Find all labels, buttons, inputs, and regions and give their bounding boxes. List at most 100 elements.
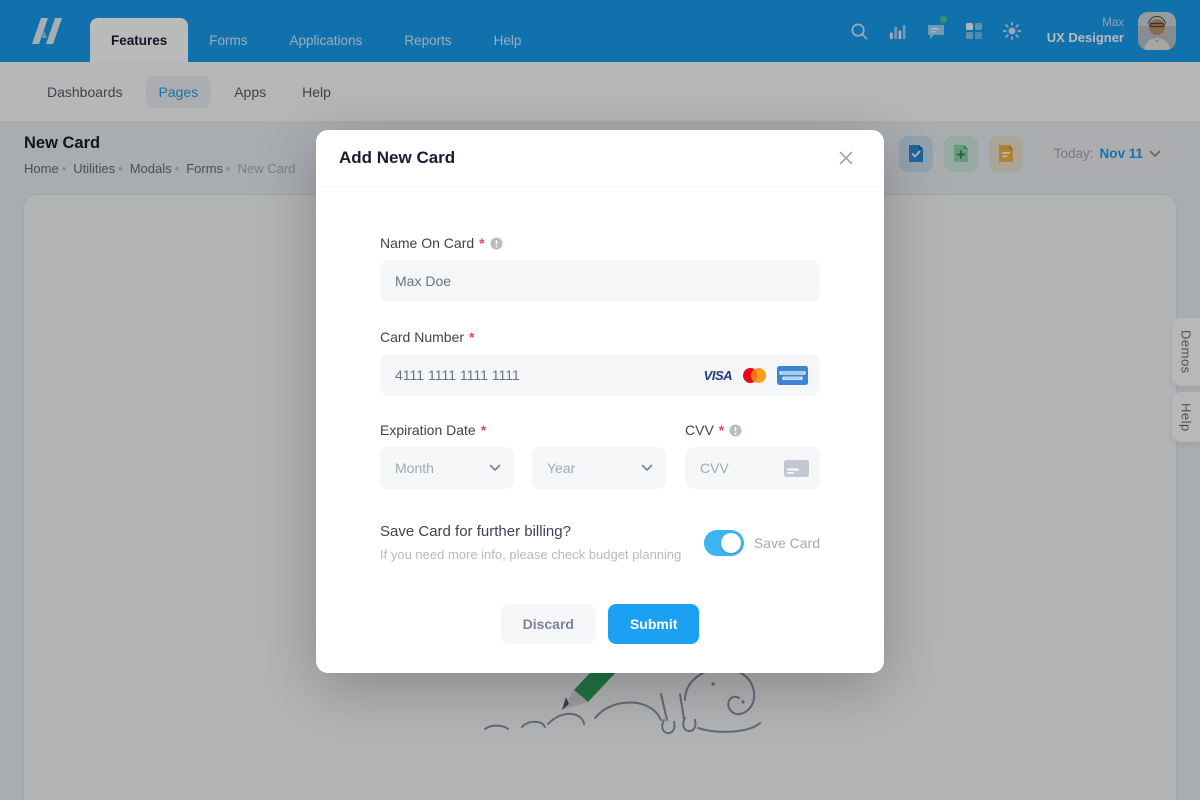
required-asterisk: * (718, 422, 725, 438)
today-label: Today: (1053, 146, 1094, 161)
cvv-label: CVV * (685, 422, 820, 438)
save-card-toggle-label: Save Card (753, 534, 820, 551)
topbar-actions: Max UX Designer (843, 12, 1176, 50)
required-asterisk: * (480, 422, 487, 438)
save-card-question: Save Card for further billing? (380, 523, 571, 540)
select-placeholder: Month (395, 460, 434, 476)
card-number-group: Card Number * VISA (380, 329, 820, 396)
tab-forms[interactable]: Forms (188, 18, 268, 62)
card-brand-icons: VISA (704, 354, 808, 396)
label-text: Expiration Date (380, 422, 476, 438)
name-on-card-label: Name On Card * (380, 235, 820, 251)
info-icon[interactable] (490, 237, 503, 250)
tasks-check-doc-button[interactable] (898, 135, 933, 172)
notification-dot (939, 16, 947, 23)
mastercard-icon (743, 367, 766, 383)
page-header-actions: Today: Nov 11 (898, 135, 1176, 172)
notes-doc-button[interactable] (988, 135, 1023, 172)
year-select[interactable]: Year (532, 447, 666, 489)
cvv-wrap (685, 447, 820, 489)
main-nav-tabs: Features Forms Applications Reports Help (90, 0, 542, 62)
modal-title: Add New Card (339, 148, 456, 167)
top-navigation-bar: Features Forms Applications Reports Help (0, 0, 1200, 62)
side-tab-demos[interactable]: Demos (1172, 318, 1200, 386)
name-on-card-group: Name On Card * (380, 235, 820, 302)
submit-button[interactable]: Submit (607, 604, 700, 644)
tab-label: Forms (209, 32, 248, 48)
chevron-down-icon (489, 464, 501, 471)
amex-icon (777, 365, 808, 385)
cvv-group: CVV * (685, 422, 820, 489)
visa-icon: VISA (703, 367, 733, 383)
tab-reports[interactable]: Reports (383, 18, 472, 62)
tab-label: Features (111, 32, 168, 48)
secondary-nav: Dashboards Pages Apps Help (0, 62, 1200, 121)
subnav-dashboards[interactable]: Dashboards (34, 76, 136, 108)
credit-card-icon (784, 460, 809, 477)
breadcrumb-home[interactable]: Home (24, 161, 73, 176)
tab-label: Help (493, 32, 522, 48)
toggle-knob (720, 532, 741, 553)
save-card-toggle[interactable] (703, 529, 744, 556)
save-card-texts: Save Card for further billing? If you ne… (380, 523, 681, 562)
breadcrumb-forms[interactable]: Forms (186, 161, 237, 176)
user-name: Max (1102, 16, 1124, 29)
breadcrumb-utilities[interactable]: Utilities (73, 161, 129, 176)
expiration-group: Expiration Date * Month Year (380, 422, 666, 489)
user-info: Max UX Designer (1047, 16, 1124, 47)
subnav-label: Pages (158, 83, 199, 100)
avatar[interactable] (1138, 12, 1176, 50)
label-text: Card Number (380, 329, 465, 345)
side-tab-label: Help (1178, 402, 1194, 432)
apps-grid-icon[interactable] (957, 14, 991, 48)
add-doc-button[interactable] (943, 135, 978, 172)
chat-icon[interactable] (919, 14, 953, 48)
required-asterisk: * (479, 235, 485, 251)
modal-body: Name On Card * Card Number * VISA (316, 187, 884, 644)
add-new-card-modal: Add New Card Name On Card * Card Number … (316, 130, 884, 673)
month-select[interactable]: Month (380, 447, 514, 489)
side-tab-label: Demos (1178, 330, 1194, 374)
date-picker-button[interactable]: Today: Nov 11 (1038, 135, 1176, 172)
tab-help[interactable]: Help (473, 18, 543, 62)
close-icon[interactable] (831, 143, 861, 173)
select-placeholder: Year (547, 460, 576, 476)
subnav-help[interactable]: Help (289, 76, 344, 108)
expiration-label: Expiration Date * (380, 422, 666, 438)
card-number-wrap: VISA (380, 354, 820, 396)
side-tab-help[interactable]: Help (1172, 392, 1200, 442)
search-icon[interactable] (843, 14, 877, 48)
subnav-pages[interactable]: Pages (145, 75, 212, 108)
name-on-card-input[interactable] (380, 260, 820, 302)
chart-icon[interactable] (881, 14, 915, 48)
breadcrumb-current: New Card (237, 161, 296, 176)
expiration-cvv-row: Expiration Date * Month Year (380, 422, 820, 489)
subnav-label: Help (302, 83, 331, 100)
tab-features[interactable]: Features (90, 18, 189, 62)
chevron-down-icon (1149, 150, 1161, 157)
theme-sun-icon[interactable] (995, 14, 1029, 48)
expiration-selects: Month Year (380, 447, 666, 489)
card-number-label: Card Number * (380, 329, 820, 345)
today-value: Nov 11 (1099, 146, 1143, 161)
discard-button[interactable]: Discard (500, 604, 596, 644)
subnav-apps[interactable]: Apps (221, 76, 279, 108)
tab-label: Applications (289, 32, 363, 48)
tab-applications[interactable]: Applications (269, 18, 384, 62)
save-card-row: Save Card for further billing? If you ne… (380, 523, 820, 562)
user-role: UX Designer (1046, 30, 1124, 46)
info-icon[interactable] (729, 424, 742, 437)
subnav-label: Apps (234, 83, 267, 100)
modal-actions: Discard Submit (380, 604, 820, 644)
app-logo[interactable] (24, 16, 70, 46)
save-card-hint: If you need more info, please check budg… (380, 547, 682, 562)
subnav-label: Dashboards (47, 83, 123, 100)
page-header: New Card Home Utilities Modals Forms New… (0, 121, 1200, 195)
breadcrumb-modals[interactable]: Modals (130, 161, 186, 176)
label-text: CVV (685, 422, 714, 438)
required-asterisk: * (469, 329, 475, 345)
breadcrumb: Home Utilities Modals Forms New Card (24, 161, 1176, 176)
modal-header: Add New Card (316, 130, 884, 187)
label-text: Name On Card (380, 235, 475, 251)
